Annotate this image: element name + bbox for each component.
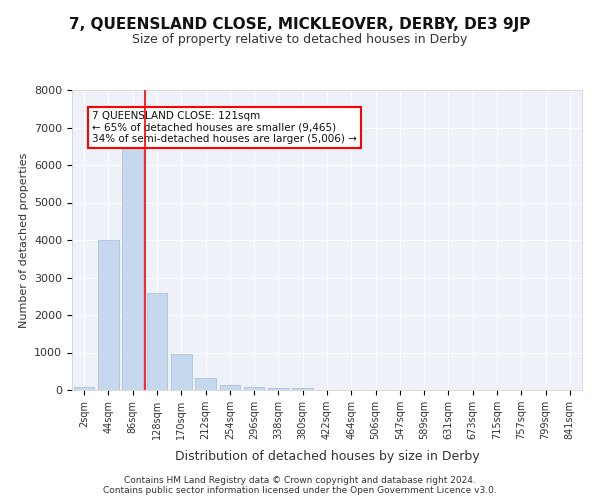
Text: 7 QUEENSLAND CLOSE: 121sqm
← 65% of detached houses are smaller (9,465)
34% of s: 7 QUEENSLAND CLOSE: 121sqm ← 65% of deta… [92, 111, 357, 144]
Bar [292, 388, 313, 390]
Bar [98, 240, 119, 390]
Y-axis label: Number of detached properties: Number of detached properties [19, 152, 29, 328]
Bar [122, 142, 143, 390]
Bar [171, 354, 191, 390]
Bar [244, 387, 265, 390]
Text: 7, QUEENSLAND CLOSE, MICKLEOVER, DERBY, DE3 9JP: 7, QUEENSLAND CLOSE, MICKLEOVER, DERBY, … [70, 18, 530, 32]
X-axis label: Distribution of detached houses by size in Derby: Distribution of detached houses by size … [175, 450, 479, 464]
Text: Size of property relative to detached houses in Derby: Size of property relative to detached ho… [133, 32, 467, 46]
Bar [195, 378, 216, 390]
Bar [74, 387, 94, 390]
Bar [146, 292, 167, 390]
Text: Contains HM Land Registry data © Crown copyright and database right 2024.
Contai: Contains HM Land Registry data © Crown c… [103, 476, 497, 495]
Bar [220, 385, 240, 390]
Bar [268, 388, 289, 390]
